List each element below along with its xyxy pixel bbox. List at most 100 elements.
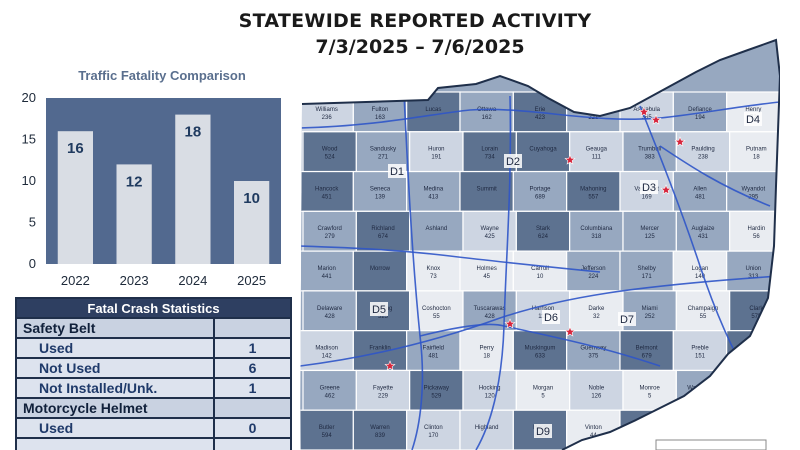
section-label: Safety Belt xyxy=(15,317,215,339)
county-portage xyxy=(512,170,568,212)
county-count-label: 238 xyxy=(698,155,709,161)
fatality-star-marker xyxy=(650,114,662,125)
county-count-label: 594 xyxy=(322,433,333,439)
report-date-range: 7/3/2025 – 7/6/2025 xyxy=(315,36,525,58)
county-name-label: Belmont xyxy=(636,346,658,352)
county-count-label: 861 xyxy=(748,354,759,360)
county-count-label: 170 xyxy=(428,433,439,439)
fatality-star-marker xyxy=(504,318,516,329)
county-count-label: 252 xyxy=(645,314,656,320)
county-franklin xyxy=(352,330,408,372)
county-columbiana xyxy=(569,210,624,252)
stats-item-row xyxy=(15,437,292,450)
district-label: D1 xyxy=(390,166,404,178)
county-count-label: 481 xyxy=(695,194,706,200)
county-athens xyxy=(729,369,780,411)
county-name-label: Guernsey xyxy=(580,346,606,352)
stats-section-row: Motorcycle Helmet xyxy=(15,397,292,419)
county-noble xyxy=(569,369,624,411)
county-name-label: Henry xyxy=(745,107,761,113)
county-fairfield xyxy=(406,330,461,372)
district-label-box xyxy=(534,424,552,438)
county-count-label: 18 xyxy=(483,354,490,360)
county-name-label: Delaware xyxy=(317,306,343,312)
district-label-box xyxy=(640,180,658,194)
county-name-label: Fulton xyxy=(372,107,389,113)
x-tick-label: 2022 xyxy=(61,273,90,287)
state-border xyxy=(301,38,780,450)
county-count-label: 125 xyxy=(645,234,656,240)
county-count-label: 169 xyxy=(642,194,653,200)
bar-2025 xyxy=(234,181,270,264)
county-count-label: 428 xyxy=(485,314,496,320)
county-name-label: Marion xyxy=(317,266,335,272)
county-name-label: Hocking xyxy=(479,385,501,391)
county-count-label: 674 xyxy=(378,234,389,240)
county-name-label: Hardin xyxy=(747,226,765,232)
x-tick-label: 2025 xyxy=(237,273,266,287)
county-name-label: Holmes xyxy=(476,266,496,272)
district-labels: D1 D2 D3 D4 D5 D6 D7 D9 xyxy=(370,112,762,438)
county-name-label: Wayne xyxy=(480,226,499,232)
county-name-label: Wyandot xyxy=(742,186,766,192)
county-name-label: Clark xyxy=(749,306,764,312)
fatality-star-marker xyxy=(564,326,576,337)
county-count-label: 73 xyxy=(430,274,437,280)
item-value xyxy=(213,317,292,339)
fatal-crash-statistics-table: Fatal Crash Statistics Safety Belt Used 1 N… xyxy=(15,297,292,450)
county-count-label: 295 xyxy=(748,194,759,200)
stats-title: Fatal Crash Statistics xyxy=(15,297,292,319)
county-count-label: 839 xyxy=(375,433,386,439)
county-count-label: 111 xyxy=(592,155,602,161)
county-count-label: 55 xyxy=(433,314,440,320)
county-count-label: 279 xyxy=(325,234,336,240)
county-highland xyxy=(459,409,514,450)
county-name-label: Jefferson xyxy=(581,266,606,272)
stats-body: Safety Belt Used 1 Not Used 6 Not Installed/U… xyxy=(15,317,292,450)
county-name-label: Mercer xyxy=(640,226,659,232)
county-count-label: 624 xyxy=(538,234,549,240)
county-count-label: 361 xyxy=(751,393,762,399)
county-huron xyxy=(409,131,464,173)
data-label-2024: 18 xyxy=(185,124,202,141)
county-name-label: Lake xyxy=(587,107,601,113)
county-count-label: 5 xyxy=(648,393,652,399)
county-name-label: Warren xyxy=(370,425,389,431)
county-count-label: 32 xyxy=(593,314,600,320)
county-name-label: Geauga xyxy=(586,147,608,153)
district-label: D2 xyxy=(506,156,520,168)
county-count-label: 191 xyxy=(431,155,442,161)
county-count-label: 575 xyxy=(751,314,762,320)
fatality-star-marker xyxy=(638,106,650,117)
county-name-label: Mahoning xyxy=(580,186,606,192)
county-name-label: Trumbull xyxy=(638,147,661,153)
chart-bars: 16 2022 12 2023 18 2024 10 2025 xyxy=(57,114,270,287)
item-value: 1 xyxy=(213,377,292,399)
report-header: STATEWIDE REPORTED ACTIVITY 7/3/2025 – 7… xyxy=(0,10,800,58)
county-champaign xyxy=(675,290,731,332)
county-name-label: Portage xyxy=(529,186,551,192)
county-warren xyxy=(352,409,408,450)
county-name-label: Fairfield xyxy=(423,346,444,352)
y-tick-label: 20 xyxy=(22,90,36,105)
county-paulding xyxy=(675,131,731,173)
county-count-label: 425 xyxy=(485,234,496,240)
county-name-label: Fayette xyxy=(373,385,394,391)
fatality-star-marker xyxy=(660,184,672,195)
county-name-label: Perry xyxy=(479,346,493,352)
county-count-label: 525 xyxy=(378,314,389,320)
county-count-label: 679 xyxy=(642,354,653,360)
county-name-label: Hamilton xyxy=(635,425,659,431)
fatality-star-marker xyxy=(384,360,396,371)
county-name-label: Paulding xyxy=(691,147,714,153)
county-count-label: 734 xyxy=(485,155,496,161)
county-count-label: 431 xyxy=(698,234,709,240)
interstate-route xyxy=(300,245,601,273)
county-name-label: Defiance xyxy=(688,107,712,113)
county-ashland xyxy=(409,210,464,252)
county-name-label: Morgan xyxy=(533,385,553,391)
bar-2023 xyxy=(116,164,152,264)
county-count-label: 271 xyxy=(378,155,389,161)
district-label-box xyxy=(388,164,406,178)
